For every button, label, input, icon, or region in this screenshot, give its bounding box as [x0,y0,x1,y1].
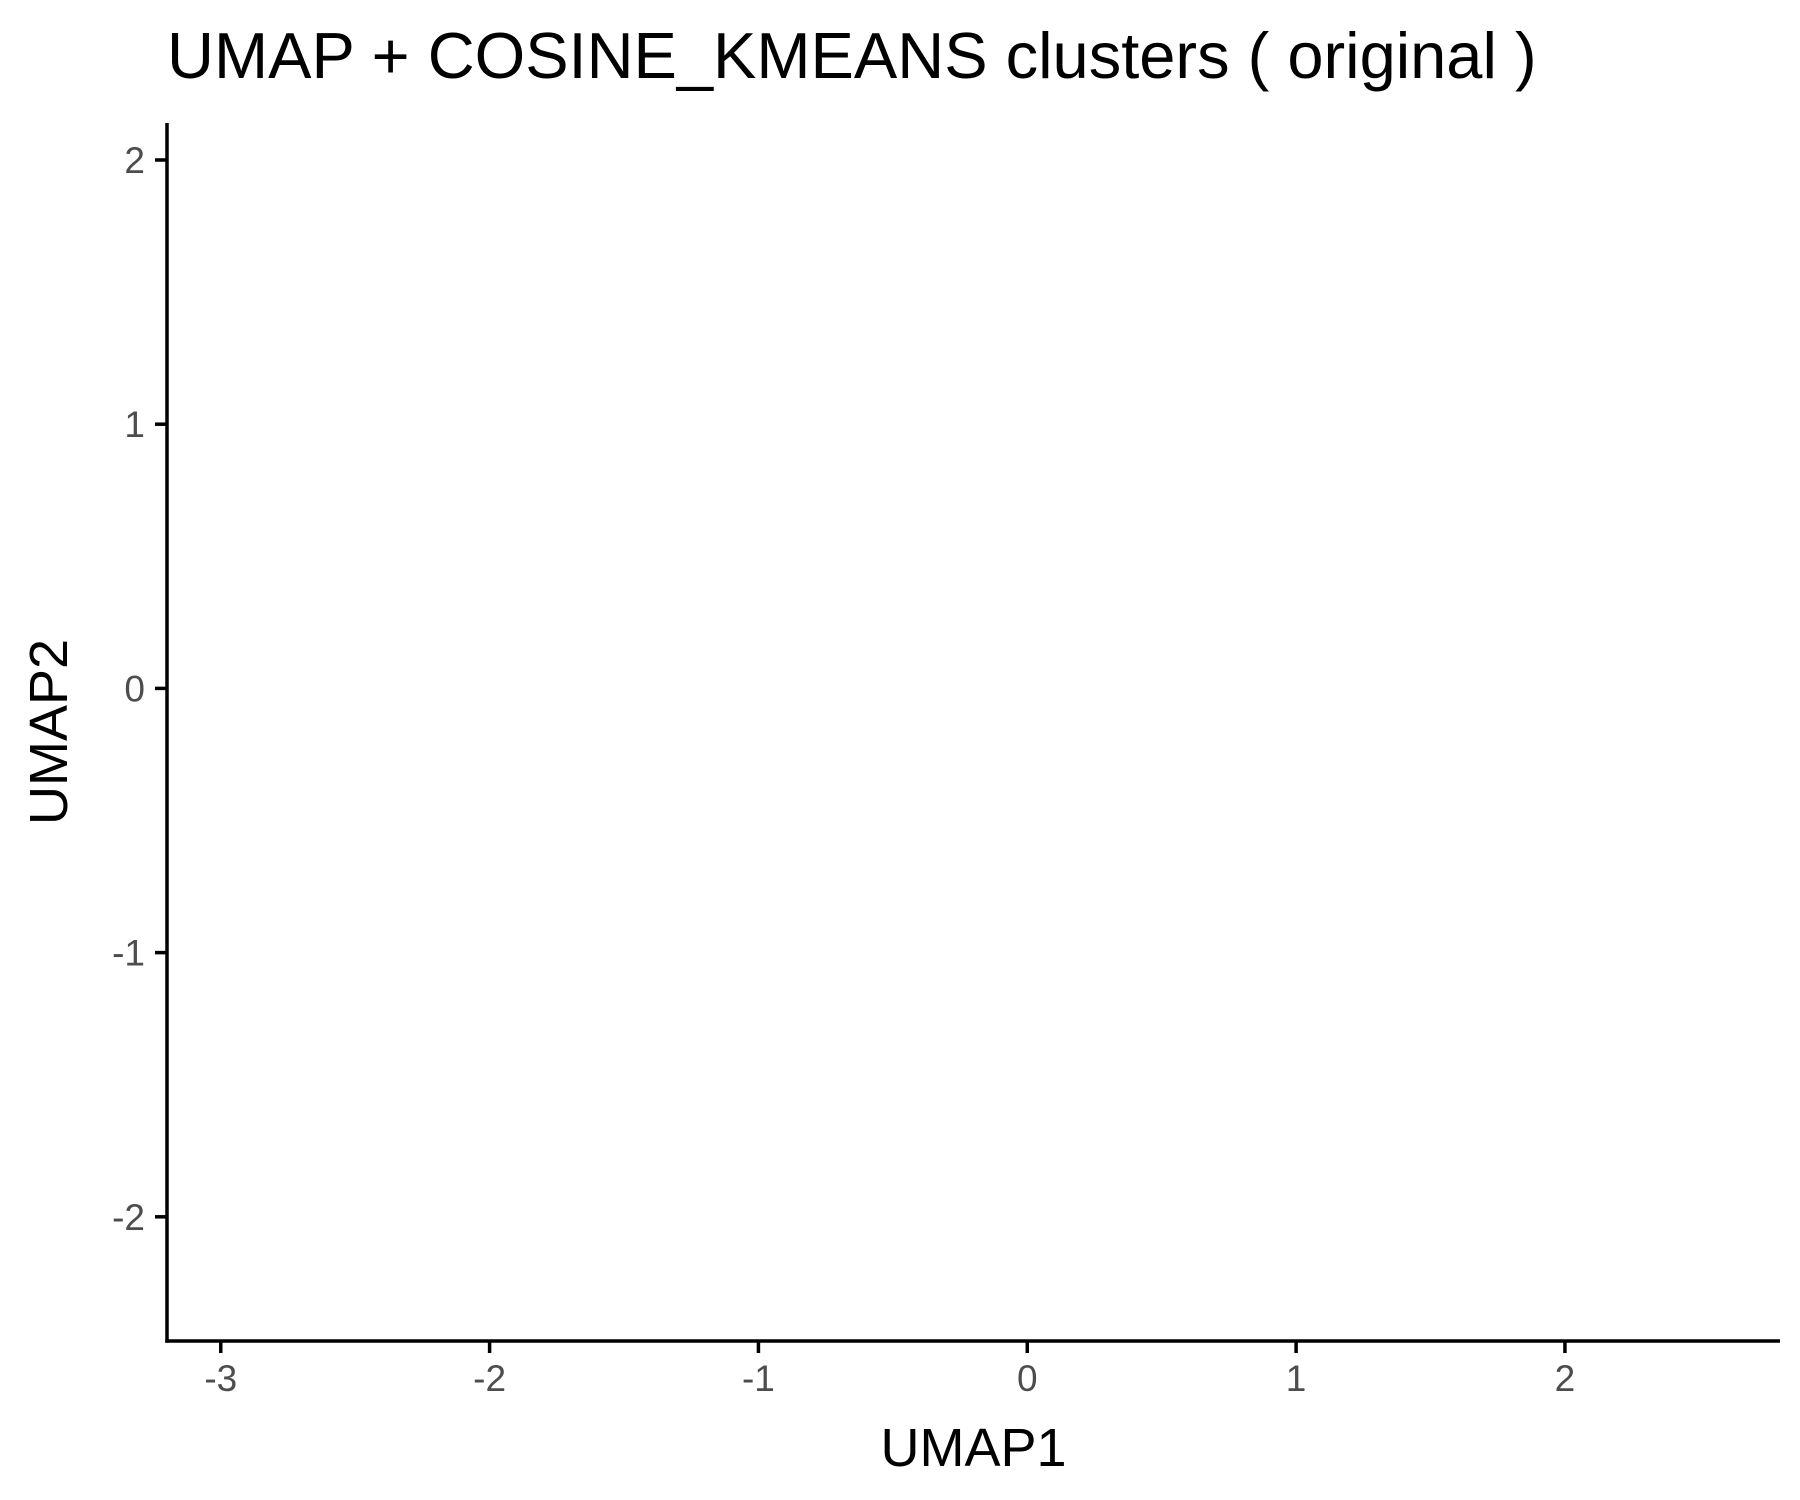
y-tick-label: 1 [124,404,145,445]
chart-title: UMAP + COSINE_KMEANS clusters ( original… [167,19,1537,92]
x-tick-label: 2 [1555,1358,1576,1399]
x-axis-ticks: -3 -2 -1 0 1 2 [204,1341,1575,1399]
y-tick-label: 0 [124,668,145,709]
x-axis-title: UMAP1 [880,1418,1066,1478]
y-axis-ticks: 2 1 0 -1 -2 [112,140,167,1238]
x-tick-label: -2 [473,1358,506,1399]
x-tick-label: 1 [1286,1358,1307,1399]
x-tick-label: -3 [204,1358,237,1399]
y-tick-label: -2 [112,1197,145,1238]
x-tick-label: -1 [742,1358,775,1399]
x-tick-label: 0 [1017,1358,1038,1399]
plot-background [167,123,1780,1341]
y-axis-title: UMAP2 [19,639,79,825]
y-tick-label: -1 [112,933,145,974]
plot-area [167,123,1780,1341]
y-tick-label: 2 [124,140,145,181]
